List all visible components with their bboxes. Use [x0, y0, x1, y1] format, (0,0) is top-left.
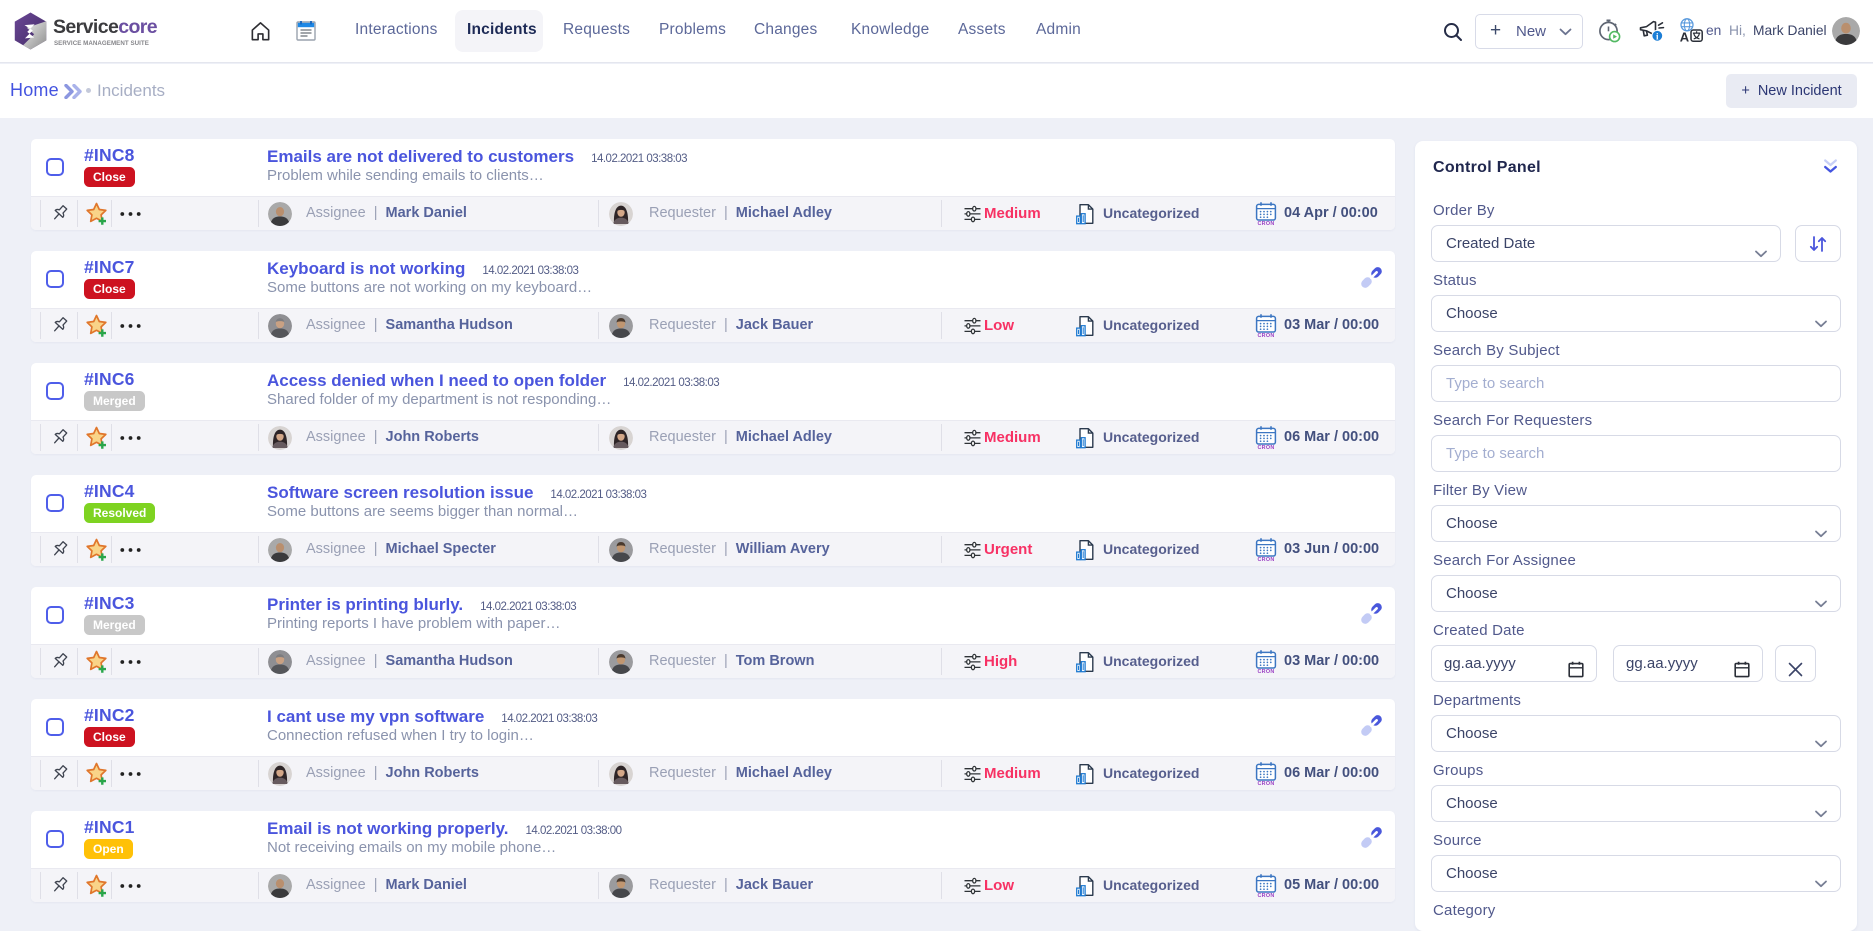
svg-text:CRON: CRON: [1257, 893, 1274, 898]
svg-text:i: i: [1656, 31, 1659, 41]
svg-text:CRON: CRON: [1257, 557, 1274, 562]
svg-text:CRON: CRON: [1257, 669, 1274, 674]
svg-text:A: A: [1680, 30, 1690, 44]
svg-text:CRON: CRON: [1257, 221, 1274, 226]
svg-text:CRON: CRON: [1257, 445, 1274, 450]
svg-text:CRON: CRON: [1257, 333, 1274, 338]
svg-text:CRON: CRON: [1257, 781, 1274, 786]
